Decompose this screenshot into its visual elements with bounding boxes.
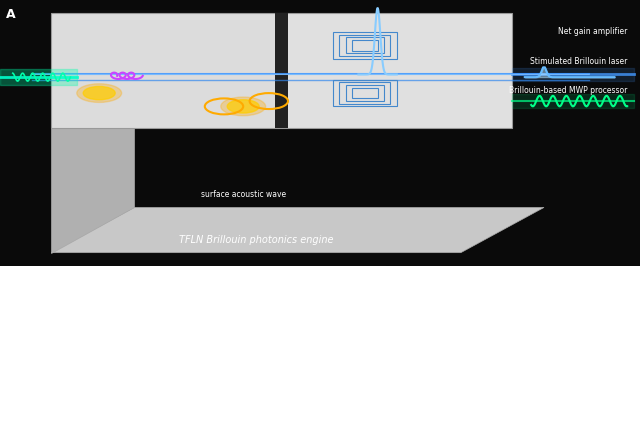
Bar <box>73 366 168 377</box>
Polygon shape <box>275 13 288 128</box>
Text: Microresonators: Microresonators <box>84 407 155 416</box>
Text: ii: ii <box>253 350 257 359</box>
Text: 1 um: 1 um <box>23 333 41 339</box>
Text: i: i <box>3 269 6 279</box>
Text: 1 um: 1 um <box>23 414 41 420</box>
Text: Stimulated Brillouin laser: Stimulated Brillouin laser <box>530 57 627 66</box>
Text: air: air <box>360 272 368 277</box>
Circle shape <box>227 100 259 113</box>
Text: iii: iii <box>392 272 399 281</box>
Text: Brillouin-based MWP processor: Brillouin-based MWP processor <box>509 86 627 95</box>
Text: TFLN: TFLN <box>253 301 269 306</box>
Y-axis label: Gain coefficient
(m⁻¹ W⁻¹): Gain coefficient (m⁻¹ W⁻¹) <box>352 317 372 378</box>
Text: A: A <box>6 8 16 21</box>
Polygon shape <box>51 128 134 253</box>
Circle shape <box>83 86 115 100</box>
Text: SBS
spirals: SBS spirals <box>195 329 217 343</box>
Polygon shape <box>51 13 282 128</box>
Bar <box>73 302 168 313</box>
Text: Displacement field | u |: Displacement field | u | <box>274 330 347 335</box>
Circle shape <box>221 97 266 116</box>
Text: surface acoustic wave: surface acoustic wave <box>200 190 286 199</box>
Bar <box>73 387 168 398</box>
Text: TFLN Brillouin photonics engine: TFLN Brillouin photonics engine <box>179 235 333 245</box>
Text: ii: ii <box>3 351 9 361</box>
Text: TFLN modulators: TFLN modulators <box>83 332 156 341</box>
Text: iii: iii <box>73 271 81 281</box>
Bar <box>73 323 168 335</box>
Text: @ 1550 nm: @ 1550 nm <box>253 270 289 275</box>
FancyBboxPatch shape <box>69 390 171 429</box>
Text: B: B <box>0 271 8 284</box>
Circle shape <box>77 84 122 103</box>
Text: 1 mm: 1 mm <box>184 414 204 420</box>
Text: silica: silica <box>352 331 368 336</box>
Text: C: C <box>241 265 250 278</box>
Text: i: i <box>253 269 255 278</box>
Bar <box>73 344 168 356</box>
Polygon shape <box>282 13 512 128</box>
Text: @ 8.87 GHz: @ 8.87 GHz <box>253 352 289 356</box>
Polygon shape <box>51 208 544 253</box>
Text: Net gain amplifier: Net gain amplifier <box>558 27 627 36</box>
Text: Electric field | E |: Electric field | E | <box>275 267 346 276</box>
